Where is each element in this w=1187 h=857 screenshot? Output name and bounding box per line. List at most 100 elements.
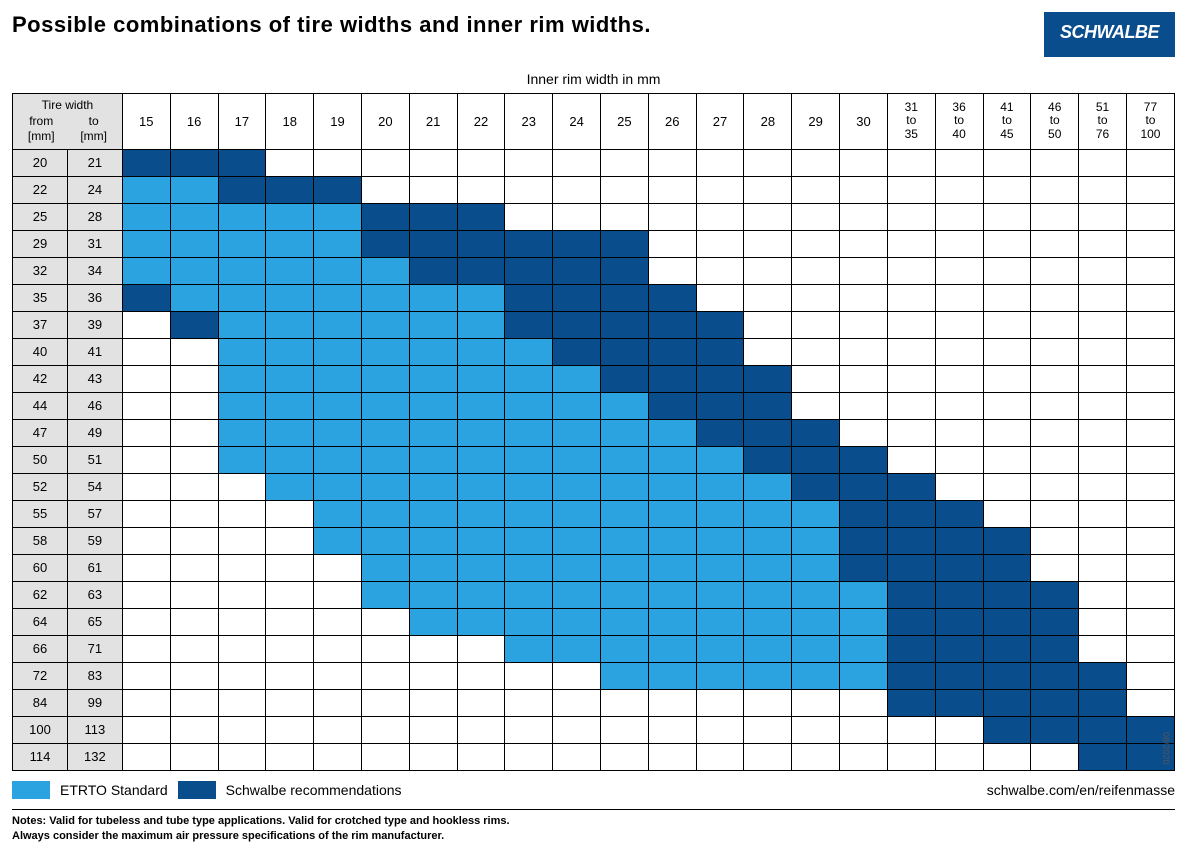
compat-cell: [505, 527, 553, 554]
compat-cell: [1079, 689, 1127, 716]
compat-cell: [553, 662, 601, 689]
compat-cell: [887, 743, 935, 770]
compat-cell: [266, 662, 314, 689]
compat-cell: [314, 257, 362, 284]
tire-from-cell: 40: [13, 338, 68, 365]
compat-cell: [792, 500, 840, 527]
compat-cell: [744, 392, 792, 419]
compat-cell: [409, 203, 457, 230]
compat-cell: [648, 554, 696, 581]
rim-column-header: 17: [218, 94, 266, 150]
compat-cell: [840, 284, 888, 311]
compat-cell: [744, 581, 792, 608]
compat-cell: [887, 392, 935, 419]
compat-cell: [505, 554, 553, 581]
compat-cell: [648, 635, 696, 662]
compat-cell: [314, 581, 362, 608]
compat-cell: [696, 446, 744, 473]
compat-cell: [744, 446, 792, 473]
compat-cell: [887, 581, 935, 608]
compat-cell: [1079, 608, 1127, 635]
compat-cell: [122, 203, 170, 230]
rim-column-header: 27: [696, 94, 744, 150]
compat-cell: [409, 338, 457, 365]
compat-cell: [1031, 662, 1079, 689]
compat-cell: [314, 230, 362, 257]
table-row: 5557: [13, 500, 1175, 527]
compat-cell: [170, 473, 218, 500]
compat-cell: [409, 419, 457, 446]
compat-cell: [361, 230, 409, 257]
compat-cell: [792, 392, 840, 419]
rim-column-header: 25: [601, 94, 649, 150]
compat-cell: [696, 500, 744, 527]
compat-cell: [983, 338, 1031, 365]
tire-to-cell: 51: [67, 446, 122, 473]
compat-cell: [553, 338, 601, 365]
compat-cell: [1126, 608, 1174, 635]
tire-from-cell: 72: [13, 662, 68, 689]
compat-cell: [648, 662, 696, 689]
compat-cell: [1126, 149, 1174, 176]
compat-cell: [409, 554, 457, 581]
compat-cell: [983, 149, 1031, 176]
compat-cell: [696, 311, 744, 338]
compat-cell: [744, 716, 792, 743]
compat-cell: [744, 230, 792, 257]
compat-cell: [648, 392, 696, 419]
compat-cell: [983, 284, 1031, 311]
compat-cell: [601, 473, 649, 500]
compat-cell: [1126, 284, 1174, 311]
table-row: 4749: [13, 419, 1175, 446]
compat-cell: [648, 257, 696, 284]
to-label: to [mm]: [80, 114, 107, 145]
compat-cell: [744, 176, 792, 203]
compat-cell: [1079, 554, 1127, 581]
compat-cell: [170, 284, 218, 311]
compat-cell: [314, 338, 362, 365]
rim-column-header: 46 to 50: [1031, 94, 1079, 150]
compat-cell: [314, 743, 362, 770]
compat-cell: [935, 581, 983, 608]
compat-cell: [218, 689, 266, 716]
compat-cell: [314, 446, 362, 473]
compat-cell: [170, 149, 218, 176]
table-row: 6061: [13, 554, 1175, 581]
compat-cell: [601, 581, 649, 608]
compat-cell: [361, 176, 409, 203]
compat-cell: [553, 716, 601, 743]
compat-cell: [1031, 176, 1079, 203]
tire-from-cell: 25: [13, 203, 68, 230]
compat-cell: [935, 446, 983, 473]
table-row: 4446: [13, 392, 1175, 419]
compat-cell: [218, 608, 266, 635]
table-row: 3739: [13, 311, 1175, 338]
compat-cell: [266, 500, 314, 527]
compat-cell: [505, 203, 553, 230]
compat-cell: [1079, 338, 1127, 365]
compat-cell: [266, 149, 314, 176]
compat-cell: [744, 338, 792, 365]
compat-cell: [218, 500, 266, 527]
compat-cell: [840, 176, 888, 203]
table-row: 2021: [13, 149, 1175, 176]
compat-cell: [1079, 446, 1127, 473]
compat-cell: [218, 149, 266, 176]
compat-cell: [744, 608, 792, 635]
tire-to-cell: 65: [67, 608, 122, 635]
legend: ETRTO Standard Schwalbe recommendations …: [12, 781, 1175, 799]
compat-cell: [457, 446, 505, 473]
compat-cell: [122, 581, 170, 608]
compat-cell: [601, 608, 649, 635]
table-row: 7283: [13, 662, 1175, 689]
compat-cell: [1079, 635, 1127, 662]
compat-cell: [887, 230, 935, 257]
compat-cell: [1126, 689, 1174, 716]
compat-cell: [696, 635, 744, 662]
compat-cell: [601, 419, 649, 446]
tire-to-cell: 99: [67, 689, 122, 716]
compat-cell: [840, 203, 888, 230]
tire-to-cell: 59: [67, 527, 122, 554]
compat-cell: [1079, 473, 1127, 500]
date-stamp: 08/2020: [1161, 732, 1171, 765]
